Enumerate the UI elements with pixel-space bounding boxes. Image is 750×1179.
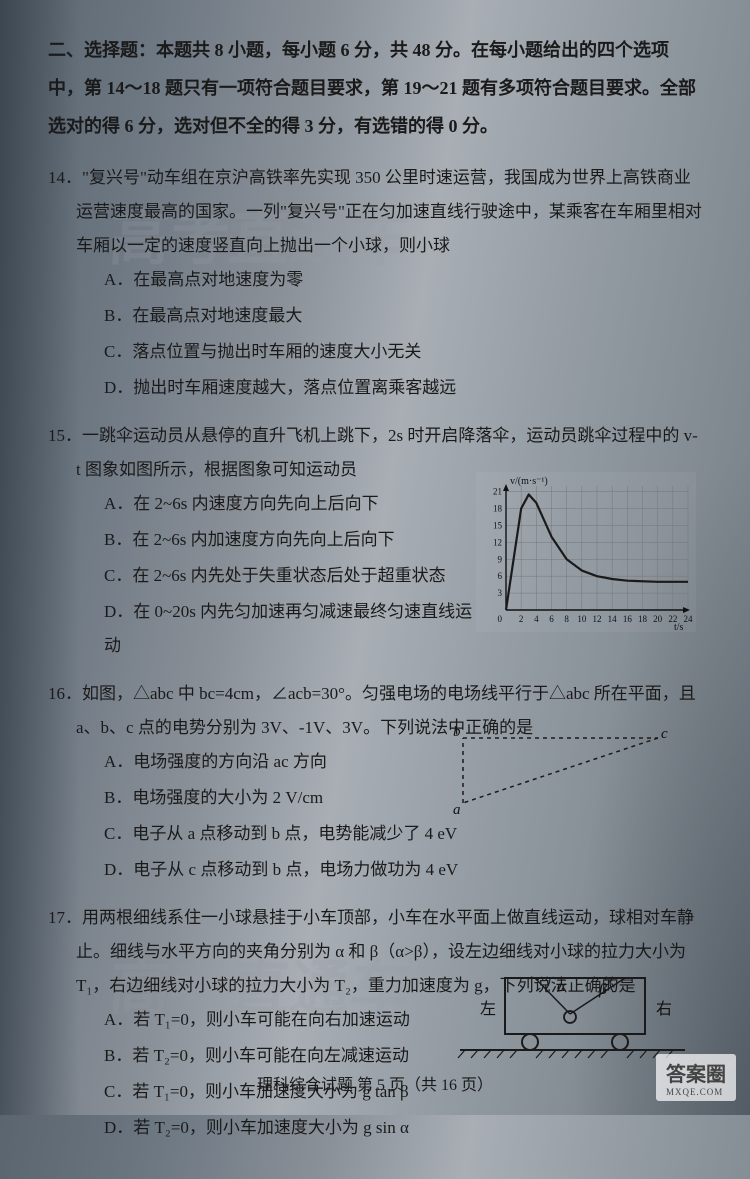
svg-text:t/s: t/s: [674, 622, 684, 632]
svg-text:b: b: [453, 724, 461, 740]
corner-logo: 答案圈 MXQE.COM: [656, 1054, 736, 1101]
section-header: 二、选择题：本题共 8 小题，每小题 6 分，共 48 分。在每小题给出的四个选…: [48, 32, 702, 145]
q14-option-c: C．落点位置与抛出时车厢的速度大小无关: [104, 335, 702, 369]
q14-option-a: A．在最高点对地速度为零: [104, 263, 702, 297]
triangle-diagram: b c a: [453, 718, 668, 818]
q16-option-c: C．电子从 a 点移动到 b 点，电势能减少了 4 eV: [104, 817, 504, 851]
svg-text:左: 左: [480, 1000, 496, 1018]
q17-option-a: A．若 T₁=0，则小车可能在向右加速运动: [104, 1003, 474, 1037]
vt-chart: 24681012141618202224369121518210v/(m·s⁻¹…: [476, 472, 696, 632]
svg-text:24: 24: [684, 614, 694, 624]
q15-option-b: B．在 2~6s 内加速度方向先向上后向下: [104, 523, 484, 557]
svg-text:15: 15: [493, 520, 503, 530]
q16-option-d: D．电子从 c 点移动到 b 点，电场力做功为 4 eV: [104, 853, 504, 887]
svg-text:14: 14: [608, 614, 618, 624]
svg-text:9: 9: [498, 554, 503, 564]
svg-text:12: 12: [593, 614, 602, 624]
svg-text:a: a: [453, 802, 461, 818]
svg-text:3: 3: [498, 588, 503, 598]
svg-text:10: 10: [577, 614, 587, 624]
svg-text:20: 20: [653, 614, 663, 624]
q14-option-d: D．抛出时车厢速度越大，落点位置离乘客越远: [104, 371, 702, 405]
svg-text:c: c: [661, 726, 668, 742]
svg-text:2: 2: [519, 614, 524, 624]
svg-text:β: β: [598, 981, 607, 998]
q17-option-d: D．若 T₂=0，则小车加速度大小为 g sin α: [104, 1111, 474, 1145]
question-14: 14．"复兴号"动车组在京沪高铁率先实现 350 公里时速运营，我国成为世界上高…: [48, 161, 702, 405]
page-footer: 理科综合试题 第 5 页（共 16 页）: [0, 1071, 750, 1095]
svg-text:4: 4: [534, 614, 539, 624]
q16-option-a: A．电场强度的方向沿 ac 方向: [104, 745, 504, 779]
svg-text:α: α: [557, 978, 566, 995]
svg-text:18: 18: [493, 504, 503, 514]
q15-option-a: A．在 2~6s 内速度方向先向上后向下: [104, 487, 484, 521]
cart-diagram: α β 左 右: [450, 972, 690, 1062]
q16-option-b: B．电场强度的大小为 2 V/cm: [104, 781, 504, 815]
svg-text:6: 6: [549, 614, 554, 624]
q15-option-d: D．在 0~20s 内先匀加速再匀减速最终匀速直线运动: [104, 595, 484, 663]
q14-option-b: B．在最高点对地速度最大: [104, 299, 702, 333]
svg-text:16: 16: [623, 614, 633, 624]
svg-text:6: 6: [498, 571, 503, 581]
q14-stem: 14．"复兴号"动车组在京沪高铁率先实现 350 公里时速运营，我国成为世界上高…: [76, 161, 702, 263]
svg-text:18: 18: [638, 614, 648, 624]
svg-text:v/(m·s⁻¹): v/(m·s⁻¹): [510, 476, 548, 487]
q17-option-b: B．若 T₂=0，则小车可能在向左减速运动: [104, 1039, 474, 1073]
svg-text:8: 8: [564, 614, 569, 624]
q15-option-c: C．在 2~6s 内先处于失重状态后处于超重状态: [104, 559, 484, 593]
svg-text:0: 0: [498, 614, 503, 624]
svg-text:右: 右: [656, 1000, 672, 1018]
svg-text:21: 21: [493, 487, 502, 497]
svg-text:12: 12: [493, 537, 502, 547]
